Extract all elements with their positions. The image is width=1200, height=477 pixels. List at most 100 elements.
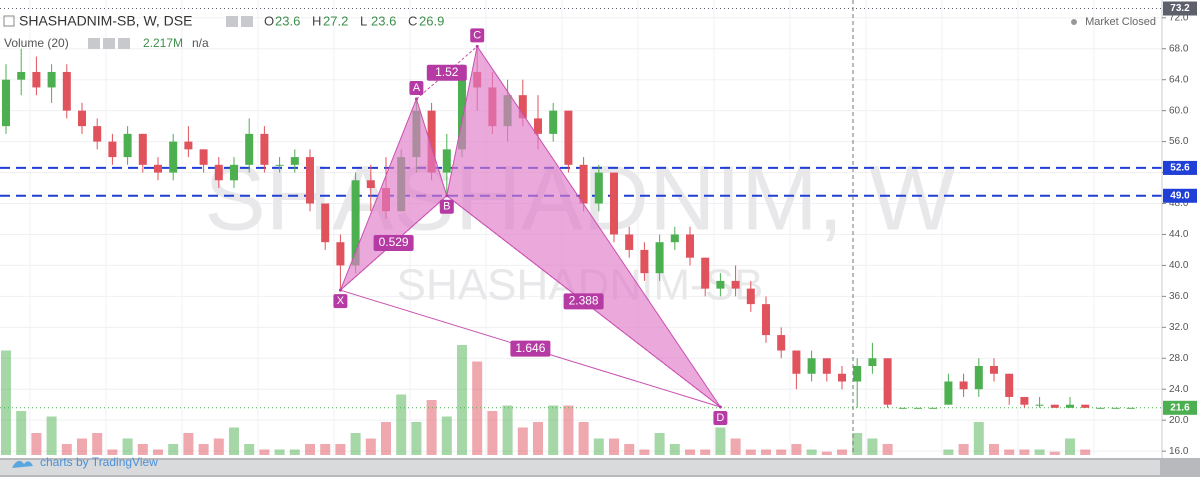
volume-bar [92,433,103,455]
volume-bar [1080,449,1091,455]
volume-bar [548,405,559,455]
icon[interactable] [88,38,100,49]
candle-body [731,280,740,289]
y-tick-label: 28.0 [1169,353,1189,364]
branding[interactable]: charts by TradingView [40,455,158,469]
candle-body [762,304,770,336]
icon[interactable] [103,38,115,49]
volume-bar [137,444,148,455]
volume-bar [1034,449,1045,455]
level-label: 49.0 [1170,190,1190,201]
volume-bar [624,444,635,455]
volume-bar [730,438,741,455]
ratio-label: 0.529 [379,235,409,249]
y-tick-label: 48.0 [1169,198,1189,209]
y-tick-label: 24.0 [1169,384,1189,395]
volume-bar [776,449,787,455]
icon[interactable] [241,16,253,27]
point-badge [333,294,348,309]
volume-bar [426,400,437,455]
volume-bar [821,451,832,455]
candle-body [594,172,603,204]
volume-bar [882,444,893,455]
candle-body [260,133,269,165]
candle-body [929,407,938,409]
volume-bar [61,444,72,455]
candle-body [154,164,162,173]
ohlc-key: C [408,13,417,28]
candle-body [579,164,588,204]
point-badge [409,81,424,96]
candle-body [17,71,26,80]
point-badge [439,199,454,214]
volume-bar [168,444,179,455]
volume-bar [593,438,604,455]
volume-bar [806,449,817,455]
candle-body [78,110,86,127]
candle-body [427,110,436,173]
ohlc-value: 23.6 [275,13,300,28]
y-tick-label: 68.0 [1169,43,1189,54]
volume-bar [244,444,255,455]
volume-ma: n/a [192,36,209,50]
ohlc-key: O [264,13,274,28]
level-label: 21.6 [1170,402,1190,413]
y-tick-label: 20.0 [1169,415,1189,426]
volume-bar [350,433,361,455]
volume-bar [609,438,619,455]
point-label: C [473,29,481,41]
candle-body [108,141,117,158]
volume-bar [153,449,163,455]
market-status: Market Closed [1085,16,1156,28]
volume-bar [31,433,42,455]
candle-body [1111,407,1120,409]
volume-bar [943,449,954,455]
symbol-title[interactable]: SHASHADNIM-SB, W, DSE [19,13,192,29]
candle-body [62,71,71,111]
icon[interactable] [226,16,238,27]
volume-bar [685,449,695,455]
volume-bar [578,422,589,455]
candle-body [458,71,466,150]
candle-body [275,164,284,166]
candle-body [1081,404,1090,408]
candle-body [807,358,816,374]
volume-bar [213,438,224,455]
pattern-layer: 0.529 1.52 2.388 1.646 X A B C D [333,28,728,426]
scroll-thumb[interactable] [0,460,1160,475]
level-badge [1163,188,1197,203]
volume-bar [1,350,11,455]
y-tick-label: 32.0 [1169,322,1189,333]
volume-bar [320,444,331,455]
volume-bar [700,449,711,455]
candle-body [518,95,527,119]
ratio-badge [563,293,604,310]
y-tick-label: 16.0 [1169,446,1189,457]
candle-body [306,157,314,204]
volume-value: 2.217M [143,36,183,50]
y-tick-label: 40.0 [1169,260,1189,271]
point-badge [713,411,728,426]
volume-layer [1,345,1091,455]
candle-body [777,335,786,351]
ratio-label: 1.646 [515,341,545,355]
pattern-point [414,97,418,101]
pattern-point [445,194,449,198]
icon[interactable] [118,38,130,49]
candle-body [716,280,725,289]
point-label: X [337,295,345,307]
header-icons [88,16,253,49]
volume-bar [1019,449,1030,455]
price-axis [1162,0,1200,458]
volume-bar [487,411,498,455]
candle-body [290,157,299,165]
candle-body [701,257,710,289]
tv-logo[interactable] [12,460,33,468]
pattern-point [475,44,479,48]
collapse-icon[interactable] [3,15,15,27]
candle-body [93,126,102,142]
volume-bar [669,444,680,455]
volume-bar [107,449,118,455]
ratio-label: 1.52 [435,65,459,79]
ohlc-key: H [312,13,321,28]
